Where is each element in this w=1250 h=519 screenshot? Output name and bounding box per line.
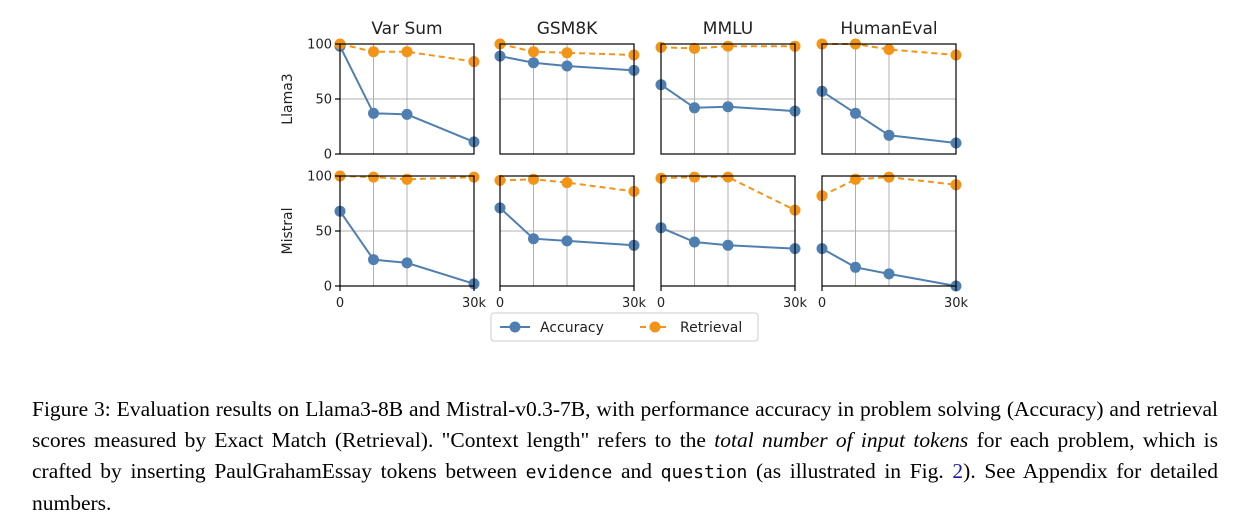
x-tick-label: 30k	[622, 296, 647, 311]
data-point-accuracy	[722, 239, 734, 251]
series-line-accuracy	[499, 207, 635, 247]
x-tick-label: 0	[496, 296, 504, 311]
series-line-accuracy	[660, 83, 796, 113]
caption-code-evidence: evidence	[525, 461, 613, 483]
series-line-accuracy	[821, 90, 957, 144]
series-line-accuracy	[660, 226, 796, 250]
axes-frame	[821, 175, 957, 287]
data-point-accuracy	[850, 261, 861, 273]
data-point-accuracy	[528, 233, 539, 245]
data-point-accuracy	[368, 107, 379, 119]
series-line-accuracy	[499, 55, 635, 72]
y-tick-label: 50	[315, 93, 332, 108]
series-line-accuracy	[821, 247, 957, 287]
axes-frame	[660, 43, 796, 155]
figure-caption: Figure 3: Evaluation results on Llama3-8…	[32, 394, 1218, 519]
column-title-humaneval: HumanEval	[840, 19, 937, 39]
column-title-mmlu: MMLU	[703, 19, 753, 39]
data-point-retrieval	[561, 177, 573, 189]
data-point-accuracy	[401, 108, 413, 120]
panel-llama3-var-sum: 0 50 100	[307, 38, 480, 163]
x-tick-label: 0	[657, 296, 665, 311]
series-line-retrieval	[822, 43, 957, 56]
panel-mistral-var-sum: 0 50 100 0 30k	[307, 170, 486, 312]
axes-frame	[821, 43, 957, 155]
series-line-accuracy	[339, 45, 475, 143]
data-point-accuracy	[722, 101, 734, 113]
data-point-retrieval	[689, 42, 700, 54]
data-point-retrieval	[401, 46, 413, 58]
panel-llama3-humaneval	[816, 38, 962, 155]
data-point-retrieval	[722, 40, 734, 52]
y-tick-label: 50	[315, 225, 332, 240]
data-point-retrieval	[368, 46, 379, 58]
caption-lead: Figure 3: Evaluation results on Llama3-8…	[32, 396, 1218, 452]
axes-frame	[499, 43, 635, 155]
x-tick-label: 0	[818, 296, 826, 311]
legend-label-accuracy: Accuracy	[540, 320, 604, 336]
series-line-retrieval	[339, 43, 475, 63]
caption-italic: total number of input tokens	[714, 427, 969, 452]
series-line-retrieval	[339, 175, 475, 181]
series-line-retrieval	[660, 176, 796, 211]
data-point-accuracy	[850, 107, 861, 119]
series-line-retrieval	[660, 45, 795, 50]
x-tick-label: 30k	[944, 296, 969, 311]
legend: Accuracy Retrieval	[490, 312, 759, 342]
caption-and: and	[612, 458, 661, 483]
data-point-accuracy	[401, 257, 413, 269]
axes-frame	[499, 175, 635, 287]
data-point-retrieval	[722, 171, 734, 183]
panel-llama3-mmlu	[655, 40, 801, 155]
series-line-retrieval	[499, 178, 635, 193]
x-tick-label: 0	[336, 296, 344, 311]
legend-label-retrieval: Retrieval	[680, 320, 742, 336]
data-point-accuracy	[883, 268, 895, 280]
y-tick-label: 0	[324, 148, 332, 163]
y-tick-label: 0	[324, 280, 332, 295]
data-point-accuracy	[528, 57, 539, 69]
data-point-retrieval	[883, 171, 895, 183]
series-line-retrieval	[499, 43, 635, 56]
data-point-retrieval	[528, 46, 539, 58]
panel-mistral-humaneval: 0 30k	[816, 171, 969, 311]
panel-llama3-gsm8k	[494, 38, 640, 155]
panel-mistral-gsm8k: 0 30k	[494, 173, 647, 311]
caption-tail: ). See Appendix for detailed numbers.	[32, 458, 1219, 515]
figure-chart: 0 50 100 0 50 100 0 30k 0 30k 0 30k 0 30k Var Sum GSM8K…	[280, 19, 969, 342]
column-title-gsm8k: GSM8K	[537, 19, 598, 39]
panel-mistral-mmlu: 0 30k	[655, 171, 808, 311]
series-line-retrieval	[821, 176, 957, 197]
data-point-accuracy	[689, 236, 700, 248]
caption-code-question: question	[660, 461, 748, 483]
data-point-retrieval	[561, 47, 573, 59]
legend-box	[490, 312, 759, 342]
legend-marker-accuracy	[509, 321, 521, 333]
y-tick-label: 100	[307, 170, 332, 185]
data-point-accuracy	[561, 235, 573, 247]
x-tick-label: 30k	[783, 296, 808, 311]
data-point-retrieval	[689, 171, 700, 183]
data-point-accuracy	[689, 102, 700, 114]
figure-reference-link[interactable]: 2	[952, 458, 964, 483]
caption-middle: for each problem, which is crafted by in…	[32, 427, 1219, 483]
data-point-retrieval	[368, 171, 379, 183]
row-label-llama3: Llama3	[280, 73, 296, 124]
axes-frame	[660, 175, 796, 287]
data-point-accuracy	[883, 129, 895, 141]
data-point-retrieval	[883, 44, 895, 55]
y-tick-label: 100	[307, 38, 332, 53]
row-label-mistral: Mistral	[280, 208, 296, 255]
data-point-accuracy	[561, 60, 573, 72]
series-line-accuracy	[339, 210, 475, 285]
data-point-accuracy	[368, 254, 379, 266]
legend-marker-retrieval	[649, 321, 661, 333]
caption-pre-ref: (as illustrated in Fig.	[747, 458, 953, 483]
x-tick-label: 30k	[462, 296, 487, 311]
column-title-var-sum: Var Sum	[371, 19, 442, 39]
